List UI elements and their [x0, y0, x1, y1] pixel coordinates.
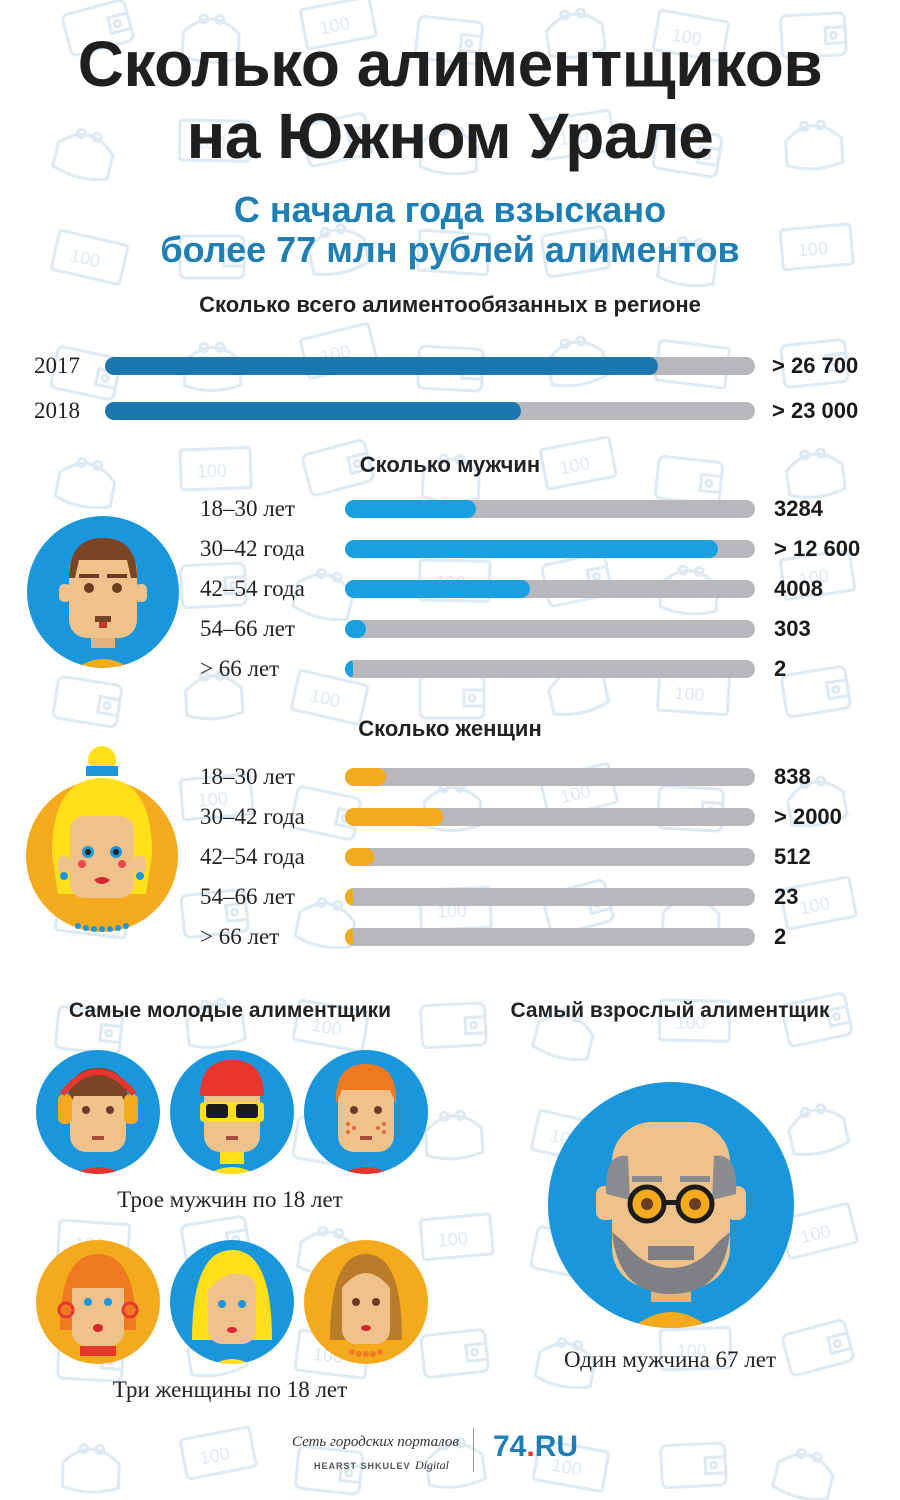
men-row-label: 30–42 года [200, 536, 305, 561]
women-bar-track [345, 928, 755, 946]
young-woman-avatar-1 [36, 1240, 160, 1364]
total-bar-fill [105, 357, 658, 375]
women-bar-track [345, 848, 755, 866]
total-row-label: 2017 [34, 353, 80, 378]
total-row-value: > 23 000 [772, 398, 859, 423]
total-row-label: 2018 [34, 398, 80, 423]
women-row-value: > 2000 [774, 804, 842, 829]
footer-digital: Digital [414, 1458, 449, 1472]
page-title-line1: Сколько алиментщиков [77, 28, 823, 100]
women-bar-track [345, 888, 755, 906]
oldest-title: Самый взрослый алиментщик [510, 999, 830, 1022]
men-bar-track [345, 500, 755, 518]
men-row-label: 18–30 лет [200, 496, 295, 521]
men-bar-fill [345, 540, 719, 558]
woman-avatar [26, 746, 178, 932]
young-women-caption: Три женщины по 18 лет [112, 1377, 348, 1402]
men-bar-fill [345, 660, 354, 678]
women-row-value: 23 [774, 884, 799, 909]
young-woman-avatar-2 [170, 1240, 294, 1364]
men-section-title: Сколько мужчин [359, 452, 541, 477]
subtitle-line2: более 77 млн рублей алиментов [160, 229, 740, 270]
men-bar-track [345, 660, 755, 678]
men-row-label: 54–66 лет [200, 616, 295, 641]
women-row-label: 18–30 лет [200, 764, 295, 789]
subtitle-line1: С начала года взыскано [233, 189, 667, 230]
men-row-label: > 66 лет [200, 656, 280, 681]
footer-logo[interactable]: 74.RU [493, 1430, 578, 1464]
wallet-icon [658, 1441, 728, 1490]
men-row-value: 4008 [774, 576, 823, 601]
women-bar-track [345, 808, 755, 826]
men-bar-fill [345, 500, 477, 518]
women-bar-fill [345, 888, 354, 906]
women-row-label: 30–42 года [200, 804, 305, 829]
women-bar-fill [345, 768, 386, 786]
footer-divider [473, 1428, 474, 1472]
purse-icon [60, 1442, 122, 1495]
women-row-label: 54–66 лет [200, 884, 295, 909]
footer-hearst: HEARST SHKULEV [314, 1461, 411, 1471]
young-man-avatar-2 [170, 1050, 294, 1174]
young-woman-avatar-3 [304, 1240, 428, 1364]
total-bar-fill [105, 402, 521, 420]
women-row-label: 42–54 года [200, 844, 305, 869]
wallet-icon [419, 1327, 491, 1380]
purse-icon [783, 1098, 852, 1161]
men-row-value: > 12 600 [774, 536, 861, 561]
young-man-avatar-1 [36, 1050, 160, 1174]
women-bar-fill [345, 808, 444, 826]
total-bar-track [105, 402, 755, 420]
young-men-caption: Трое мужчин по 18 лет [117, 1187, 343, 1212]
banknote-icon [178, 1425, 258, 1481]
total-bar-track [105, 357, 755, 375]
total-section-title: Сколько всего алиментообязанных в регион… [199, 292, 701, 317]
men-row-value: 3284 [774, 496, 823, 521]
page-title-line2: на Южном Урале [186, 100, 714, 172]
men-bar-track [345, 580, 755, 598]
women-bar-track [345, 768, 755, 786]
women-bar-fill [345, 928, 354, 946]
women-row-value: 512 [774, 844, 811, 869]
men-bar-fill [345, 580, 530, 598]
men-row-value: 2 [774, 656, 787, 681]
wallet-icon [418, 674, 486, 720]
footer-logo-74: 74 [493, 1430, 527, 1463]
purse-icon [770, 1443, 839, 1500]
footer-logo-dot: . [526, 1430, 535, 1463]
oldest-caption: Один мужчина 67 лет [563, 1347, 777, 1372]
man-avatar [27, 516, 179, 668]
women-row-value: 838 [774, 764, 811, 789]
men-bar-track [345, 540, 755, 558]
total-row-value: > 26 700 [772, 353, 859, 378]
purse-icon [422, 1108, 485, 1163]
old-man-avatar [548, 1082, 794, 1328]
women-row-label: > 66 лет [200, 924, 280, 949]
men-row-value: 303 [774, 616, 811, 641]
footer-logo-ru: RU [534, 1430, 579, 1463]
footer-network: Сеть городских порталов [292, 1434, 459, 1450]
footer-hearst-line: HEARST SHKULEV Digital [314, 1456, 449, 1474]
youngest-title: Самые молодые алиментщики [68, 999, 392, 1022]
wallet-icon [779, 664, 853, 719]
young-man-avatar-3 [304, 1050, 428, 1174]
women-section-title: Сколько женщин [358, 716, 542, 741]
women-bar-fill [345, 848, 374, 866]
men-row-label: 42–54 года [200, 576, 305, 601]
banknote-icon [418, 1212, 495, 1262]
men-bar-fill [345, 620, 366, 638]
women-row-value: 2 [774, 924, 787, 949]
men-bar-track [345, 620, 755, 638]
